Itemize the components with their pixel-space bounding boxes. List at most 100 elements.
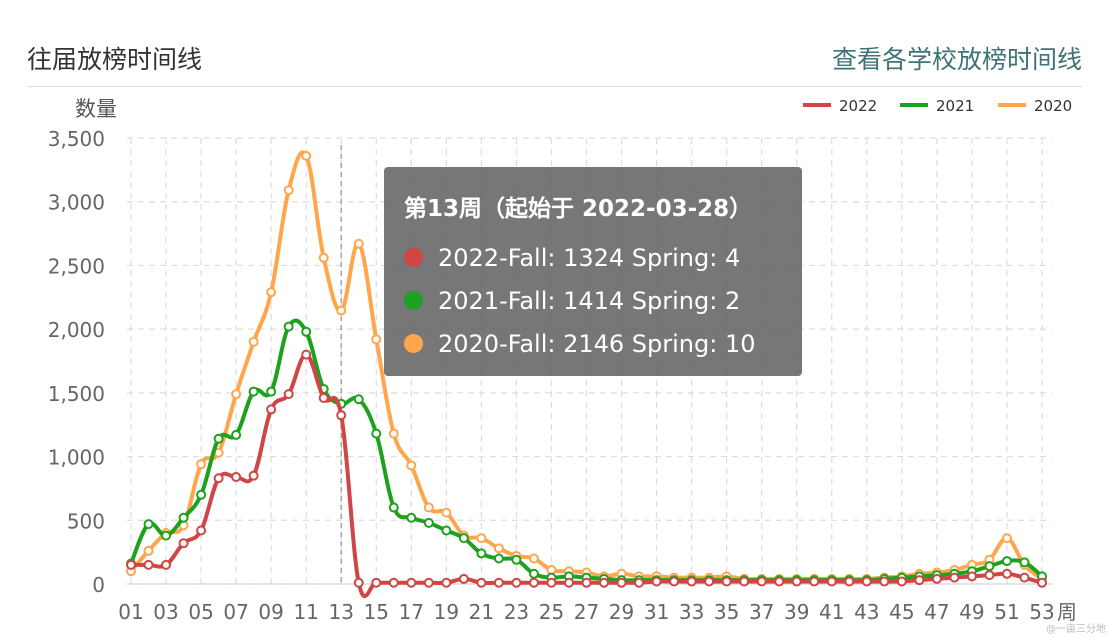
data-point-2022 <box>931 573 942 584</box>
data-point-2021 <box>213 433 224 444</box>
data-point-2022 <box>546 577 557 588</box>
x-tick-label: 11 <box>293 600 318 624</box>
watermark: @一亩三分地 <box>1046 624 1106 635</box>
data-point-2022 <box>283 389 294 400</box>
x-tick-label: 05 <box>188 600 213 624</box>
x-tick-label: 51 <box>994 600 1019 624</box>
y-tick-label: 2,000 <box>48 318 105 342</box>
data-point-2022 <box>1019 572 1030 583</box>
page-title: 往届放榜时间线 <box>27 45 203 74</box>
data-point-2022 <box>563 577 574 588</box>
x-tick-label: 37 <box>749 600 774 624</box>
legend-label-2021: 2021 <box>936 97 974 115</box>
data-point-2022 <box>721 576 732 587</box>
school-timeline-link[interactable]: 查看各学校放榜时间线 <box>831 45 1082 74</box>
data-point-2020 <box>336 305 347 316</box>
data-point-2020 <box>266 287 277 298</box>
data-point-2022 <box>879 576 890 587</box>
data-point-2020 <box>283 185 294 196</box>
data-point-2022 <box>231 471 242 482</box>
data-point-2022 <box>844 576 855 587</box>
header-divider <box>27 86 1082 87</box>
data-point-2020 <box>423 502 434 513</box>
data-point-2022 <box>126 559 136 570</box>
data-point-2022 <box>266 404 277 415</box>
data-point-2022 <box>949 572 960 583</box>
y-tick-label: 3,000 <box>48 191 105 215</box>
data-point-2022 <box>791 576 802 587</box>
x-tick-label: 03 <box>153 600 178 624</box>
data-point-2021 <box>196 489 207 500</box>
data-point-2021 <box>406 512 417 523</box>
data-point-2022 <box>371 577 382 588</box>
data-point-2021 <box>231 429 242 440</box>
tooltip-marker-2020 <box>404 334 423 353</box>
data-point-2020 <box>371 334 382 345</box>
data-point-2021 <box>528 568 539 579</box>
data-point-2022 <box>248 470 259 481</box>
data-point-2022 <box>756 576 767 587</box>
tooltip-row-2020: 2020-Fall: 2146 Spring: 10 <box>404 322 802 365</box>
tooltip-marker-2022 <box>404 248 423 267</box>
data-point-2022 <box>599 577 610 588</box>
data-point-2022 <box>336 410 347 421</box>
data-point-2020 <box>301 150 312 161</box>
x-tick-label: 41 <box>819 600 844 624</box>
data-point-2022 <box>161 559 172 570</box>
data-point-2022 <box>739 576 750 587</box>
data-point-2022 <box>861 576 872 587</box>
data-point-2022 <box>651 576 662 587</box>
x-tick-label: 45 <box>889 600 914 624</box>
legend-label-2020: 2020 <box>1034 97 1072 115</box>
x-tick-label: 47 <box>924 600 949 624</box>
data-point-2022 <box>458 573 469 584</box>
data-point-2022 <box>686 576 697 587</box>
data-point-2020 <box>388 428 399 439</box>
x-tick-label: 49 <box>959 600 984 624</box>
data-point-2022 <box>528 577 539 588</box>
data-point-2022 <box>984 570 995 581</box>
data-point-2022 <box>669 576 680 587</box>
data-point-2022 <box>896 576 907 587</box>
data-point-2022 <box>1001 568 1012 579</box>
data-point-2021 <box>423 517 434 528</box>
x-tick-label: 29 <box>609 600 634 624</box>
y-tick-label: 0 <box>92 573 105 597</box>
data-point-2022 <box>353 577 364 588</box>
tooltip-marker-2021 <box>404 291 423 310</box>
data-point-2020 <box>493 543 504 554</box>
data-point-2022 <box>441 577 452 588</box>
data-point-2021 <box>266 386 277 397</box>
data-point-2022 <box>616 577 627 588</box>
x-tick-label: 35 <box>714 600 739 624</box>
x-tick-label: 39 <box>784 600 809 624</box>
y-axis-title: 数量 <box>75 97 117 121</box>
x-tick-label: 01 <box>118 600 143 624</box>
tooltip-row-2022: 2022-Fall: 1324 Spring: 4 <box>404 236 802 279</box>
data-point-2021 <box>371 428 382 439</box>
data-point-2021 <box>441 525 452 536</box>
x-tick-label: 19 <box>434 600 459 624</box>
data-point-2021 <box>143 519 154 530</box>
data-point-2022 <box>634 577 645 588</box>
data-point-2020 <box>353 238 364 249</box>
data-point-2022 <box>318 392 329 403</box>
data-point-2022 <box>966 571 977 582</box>
x-tick-label: 31 <box>644 600 669 624</box>
data-point-2022 <box>301 349 312 360</box>
legend-label-2022: 2022 <box>839 97 877 115</box>
x-tick-label: 07 <box>223 600 248 624</box>
data-point-2022 <box>476 577 487 588</box>
x-tick-label: 23 <box>504 600 529 624</box>
tooltip-row-2021: 2021-Fall: 1414 Spring: 2 <box>404 279 802 322</box>
y-tick-label: 3,500 <box>48 127 105 151</box>
tooltip-title: 第13周（起始于 2022-03-28） <box>404 196 753 222</box>
data-point-2021 <box>984 561 995 572</box>
data-point-2021 <box>301 326 312 337</box>
data-point-2022 <box>809 576 820 587</box>
x-tick-label: 09 <box>258 600 283 624</box>
data-point-2022 <box>511 577 522 588</box>
data-point-2021 <box>1001 556 1012 567</box>
data-point-2021 <box>161 530 172 541</box>
